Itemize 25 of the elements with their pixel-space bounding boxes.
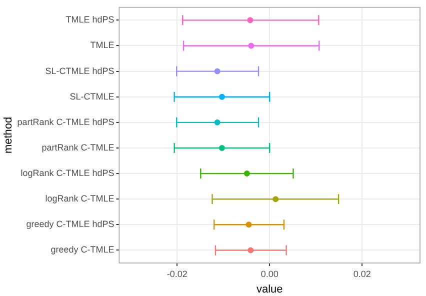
y-tick-label: partRank C-TMLE hdPS (17, 116, 114, 127)
x-axis-title: value (256, 283, 283, 296)
y-tick-label: SL-CTMLE hdPS (45, 66, 114, 76)
x-tick-label: -0.02 (166, 268, 188, 279)
x-tick-label: 0.00 (260, 268, 278, 279)
y-tick-label: logRank C-TMLE (45, 194, 114, 204)
point (247, 17, 254, 24)
y-tick-label: TMLE hdPS (66, 14, 114, 25)
y-axis-title: method (2, 116, 15, 154)
point (244, 170, 250, 177)
x-tick-label: 0.02 (353, 268, 371, 279)
point (218, 94, 225, 100)
point (218, 144, 225, 151)
point (248, 247, 254, 254)
y-tick-label: greedy C-TMLE (50, 244, 114, 255)
y-tick-label: TMLE (90, 40, 114, 50)
point (246, 222, 252, 228)
y-tick-label: logRank C-TMLE hdPS (20, 168, 114, 178)
y-tick-label: SL-CTMLE (70, 91, 114, 102)
point (214, 68, 220, 74)
y-tick-label: greedy C-TMLE hdPS (26, 219, 114, 230)
y-tick-label: partRank C-TMLE (42, 142, 114, 152)
point (248, 42, 254, 49)
point (272, 196, 279, 202)
point (214, 119, 220, 126)
